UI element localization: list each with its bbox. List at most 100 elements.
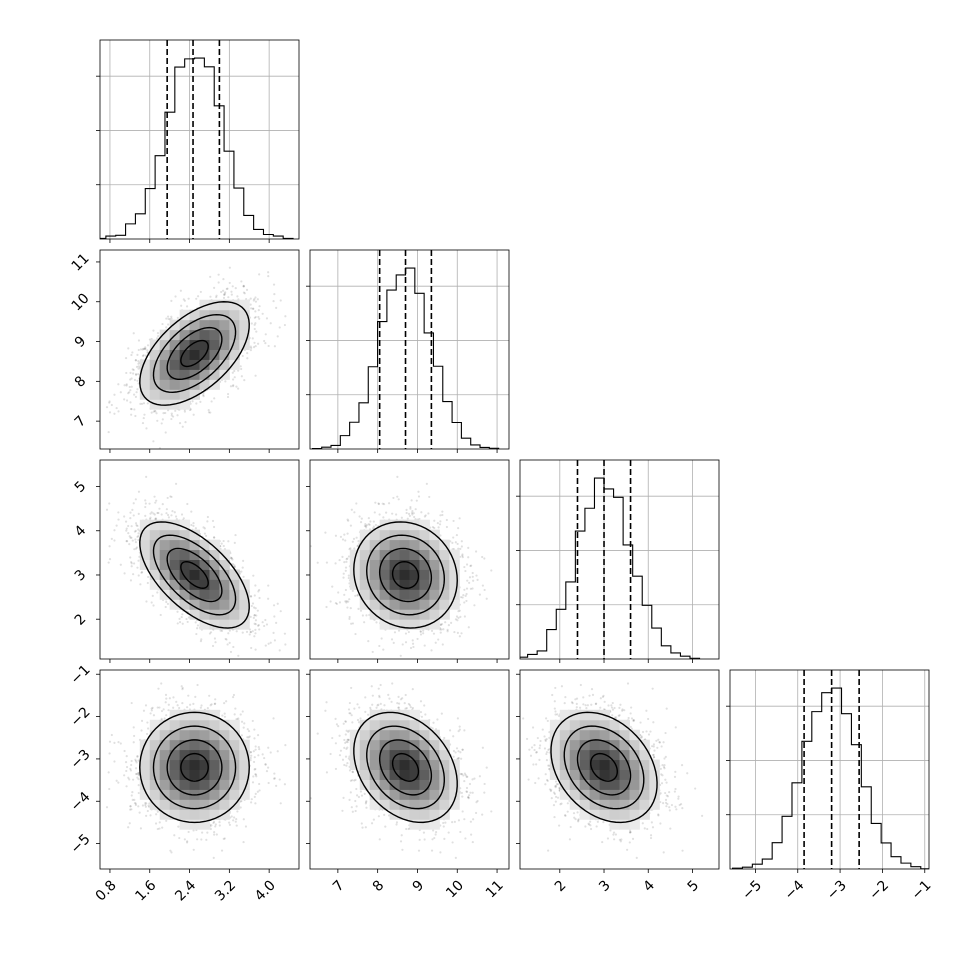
scatter-point [146,581,149,585]
scatter-point [158,507,161,510]
density-cell [179,319,191,331]
scatter-point [202,395,205,398]
scatter-point [267,344,270,348]
scatter-point [134,395,138,398]
scatter-point [130,377,133,380]
scatter-point [279,299,282,302]
scatter-point [127,392,130,395]
scatter-point [157,511,160,515]
scatter-point [148,517,152,521]
scatter-point [256,609,259,612]
scatter-point [143,347,146,350]
scatter-point [269,322,272,325]
scatter-point [283,323,287,327]
scatter-point [213,286,216,289]
scatter-point [142,347,145,350]
scatter-point [129,371,132,374]
density-cell [229,299,240,311]
scatter-point [129,517,132,520]
scatter-point [119,391,122,394]
scatter-point [134,414,137,418]
scatter-point [242,285,245,288]
scatter-point [261,312,264,315]
density-cell [209,349,220,360]
scatter-point [135,524,138,527]
density-cell [169,339,181,350]
contour-line [139,301,250,406]
scatter-point [170,514,173,517]
scatter-point [207,411,211,414]
scatter-point [206,515,209,519]
histogram-panel-1 [306,249,510,453]
scatter-point [272,300,275,303]
density-cell [189,329,200,341]
scatter-point [214,641,217,644]
scatter-point [137,512,140,515]
density-cell [239,299,250,311]
scatter-point [184,420,187,424]
scatter-point [140,571,143,574]
density-cell [159,329,171,341]
scatter-point [160,422,163,425]
density-cell [169,359,181,370]
scatter-point [170,414,173,417]
scatter-point [107,430,110,434]
panel-content [310,250,509,449]
scatter-point [137,365,140,368]
density-cell [219,349,230,360]
density-cell [239,319,250,331]
scatter-point [141,402,144,405]
panel-content [100,40,299,239]
scatter-point [134,359,137,362]
scatter-point [279,610,282,613]
scatter-point [284,643,287,646]
scatter-point [113,412,116,415]
scatter-point [242,284,245,287]
scatter-point [253,341,256,344]
scatter-point [240,659,242,661]
y-tick-label: 8 [72,373,90,391]
scatter-point [181,613,184,616]
scatter-point [130,408,133,411]
density-cell [139,379,151,390]
scatter-point [137,534,140,538]
scatter-point [273,615,276,618]
scatter-point [230,293,233,296]
scatter-point [254,619,258,622]
scatter-point [276,602,279,605]
scatter-point [235,385,238,388]
scatter-point [257,315,260,319]
scatter-point [265,317,269,320]
scatter-point [176,610,179,613]
scatter-point [149,512,152,515]
scatter-point [190,523,193,527]
scatter-point [161,322,164,326]
density-cell [139,389,151,400]
scatter-point [195,297,198,300]
scatter-point [245,288,249,291]
scatter-point [127,524,130,528]
scatter-point [127,532,130,535]
scatter-point [186,502,189,506]
scatter-point [233,565,236,568]
scatter-point [236,295,239,298]
scatter-point [220,290,223,294]
scatter-point [175,518,178,521]
scatter-point [203,532,206,535]
density-cell [199,299,210,311]
scatter-point [278,326,281,329]
scatter-point [136,524,139,528]
scatter-point [219,547,222,551]
scatter-point [254,374,257,377]
scatter-point [213,397,216,400]
scatter-point [105,406,109,409]
y-tick-label: 7 [72,413,90,431]
density-cell [169,319,181,331]
scatter-point [256,298,259,301]
scatter-point [275,621,278,624]
scatter-point [144,346,147,349]
scatter-point [233,564,236,567]
scatter-point [153,513,156,516]
scatter-point [215,294,218,297]
scatter-point [264,342,267,345]
